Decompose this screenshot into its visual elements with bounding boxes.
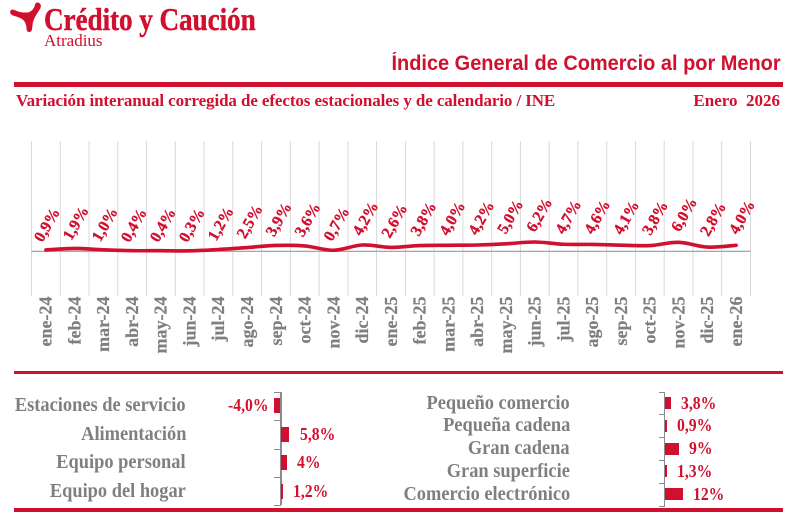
svg-text:jul-25: jul-25 [553,297,573,343]
svg-text:0,4%: 0,4% [118,206,151,246]
svg-text:0,9%: 0,9% [31,205,64,245]
svg-text:sep-25: sep-25 [611,297,631,346]
svg-text:mar-25: mar-25 [438,297,458,352]
svg-text:2,6%: 2,6% [379,201,412,241]
svg-text:2,8%: 2,8% [697,200,730,240]
svg-text:0,7%: 0,7% [321,204,354,244]
svg-text:oct-24: oct-24 [295,297,315,344]
svg-text:nov-24: nov-24 [323,297,343,349]
svg-text:5,0%: 5,0% [494,197,527,237]
svg-text:ene-24: ene-24 [36,297,56,347]
svg-text:4,1%: 4,1% [610,198,643,238]
svg-text:nov-25: nov-25 [668,297,688,349]
svg-text:4,6%: 4,6% [581,197,614,237]
svg-text:mar-24: mar-24 [93,297,113,352]
svg-text:ago-24: ago-24 [237,297,257,348]
svg-text:1,9%: 1,9% [60,204,93,244]
svg-text:6,0%: 6,0% [668,195,701,235]
svg-text:oct-25: oct-25 [640,297,660,344]
svg-text:feb-25: feb-25 [410,297,430,345]
svg-text:0,4%: 0,4% [147,205,180,245]
svg-text:abr-24: abr-24 [122,297,142,347]
svg-text:sep-24: sep-24 [266,297,286,346]
svg-text:4,2%: 4,2% [466,198,499,238]
svg-text:ago-25: ago-25 [582,297,602,348]
svg-text:may-25: may-25 [496,297,516,354]
svg-text:3,8%: 3,8% [639,198,672,238]
svg-text:ene-26: ene-26 [726,297,746,347]
svg-text:ene-25: ene-25 [381,297,401,347]
svg-text:dic-25: dic-25 [697,297,717,344]
svg-text:1,0%: 1,0% [89,205,122,245]
svg-text:may-24: may-24 [151,297,171,354]
svg-text:4,0%: 4,0% [726,198,759,238]
svg-text:jul-24: jul-24 [208,297,228,343]
svg-text:4,7%: 4,7% [552,197,585,237]
svg-text:3,8%: 3,8% [408,199,441,239]
svg-text:4,0%: 4,0% [437,199,470,239]
svg-text:abr-25: abr-25 [467,297,487,347]
svg-text:jun-25: jun-25 [525,297,545,348]
svg-text:dic-24: dic-24 [352,297,372,344]
svg-text:jun-24: jun-24 [180,297,200,348]
svg-text:feb-24: feb-24 [64,297,84,345]
